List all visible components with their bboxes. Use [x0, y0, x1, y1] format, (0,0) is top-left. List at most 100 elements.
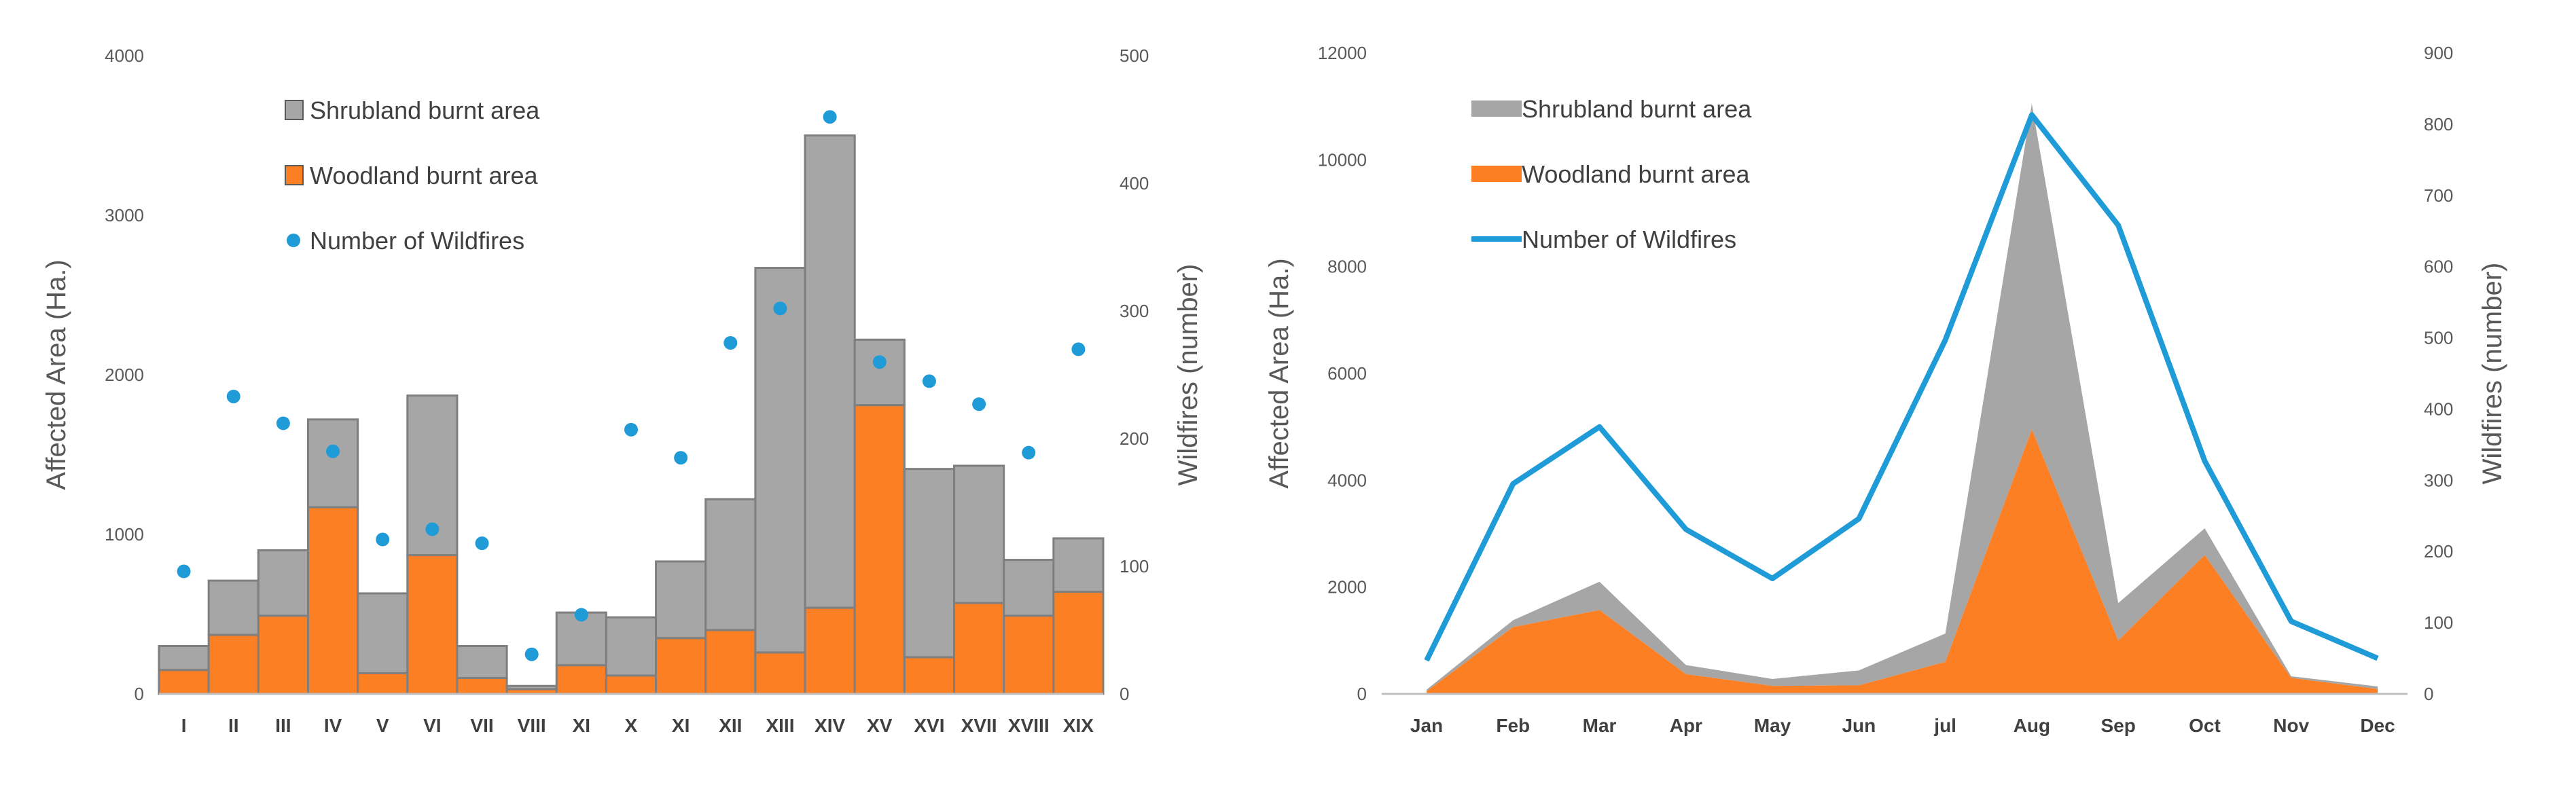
wildfire-point [425, 522, 440, 536]
wildfire-point [574, 608, 588, 622]
x-tick-label: V [376, 715, 389, 736]
legend-marker-area [1471, 166, 1522, 182]
x-tick-label: Apr [1670, 715, 1702, 736]
bar-woodland [804, 606, 856, 695]
bar-shrubland [505, 684, 558, 691]
wildfire-point [524, 647, 539, 661]
y2-tick-label: 600 [2424, 257, 2453, 277]
bar-shrubland [207, 579, 260, 636]
x-tick-label: I [181, 715, 187, 736]
y-tick-label: 8000 [1327, 257, 1367, 277]
bar-woodland [357, 672, 409, 695]
y-tick-label: 0 [135, 684, 144, 704]
x-tick-label: VI [423, 715, 441, 736]
y-tick-label: 10000 [1318, 149, 1367, 170]
y2-tick-label: 200 [1120, 428, 1149, 449]
bar-woodland [853, 404, 906, 695]
x-tick-label: II [228, 715, 239, 736]
bar-woodland [754, 651, 806, 695]
y2-axis-title: Wildfires (number) [1173, 264, 1203, 486]
legend-label: Number of Wildfires [310, 227, 524, 255]
wildfire-point [922, 374, 936, 388]
x-tick-label: Jun [1842, 715, 1876, 736]
y-tick-label: 1000 [105, 524, 144, 545]
bar-shrubland [655, 560, 707, 640]
wildfire-point [872, 355, 887, 369]
y-tick-label: 2000 [105, 365, 144, 385]
y-tick-label: 6000 [1327, 363, 1367, 384]
wildfire-point [326, 444, 340, 458]
bar-shrubland [1003, 559, 1055, 617]
y2-tick-label: 0 [1120, 684, 1129, 704]
x-tick-label: XIII [766, 715, 794, 736]
chart-2-area: 0 2000 4000 6000 8000 10000 12000 0 100 200 300 400… [1264, 43, 2507, 736]
chart-1-bar: 0 1000 2000 3000 4000 0 100 200 300 400 500 Affecte… [41, 45, 1203, 736]
wildfire-point [674, 451, 688, 465]
y2-tick-label: 300 [2424, 470, 2453, 490]
wildfire-point [226, 389, 240, 403]
bar-woodland [704, 629, 757, 695]
y2-tick-label: 900 [2424, 43, 2453, 63]
x-tick-label: XV [867, 715, 893, 736]
bar-shrubland [853, 338, 906, 407]
legend-marker-point [287, 234, 300, 247]
x-tick-label: Feb [1496, 715, 1530, 736]
wildfire-line [1424, 112, 2379, 662]
y2-tick-label: 500 [2424, 328, 2453, 348]
y2-tick-label: 200 [2424, 541, 2453, 562]
x-tick-label: jul [1933, 715, 1956, 736]
legend-label: Woodland burnt area [1522, 160, 1751, 188]
bar-woodland [903, 656, 956, 695]
y-axis-title: Affected Area (Ha.) [1264, 258, 1294, 488]
x-tick-label: Nov [2273, 715, 2309, 736]
x-tick-label: III [275, 715, 291, 736]
y-axis-title: Affected Area (Ha.) [41, 259, 71, 490]
bar-shrubland [903, 468, 956, 659]
bar-woodland [953, 602, 1005, 695]
y2-axis-title: Wildfires (number) [2477, 263, 2507, 485]
bar-woodland [257, 614, 309, 695]
y2-tick-label: 100 [2424, 612, 2453, 633]
bar-shrubland [804, 134, 856, 609]
bar-shrubland [257, 549, 309, 617]
bar-woodland [456, 677, 508, 695]
x-tick-label: Dec [2360, 715, 2395, 736]
bar-shrubland [357, 592, 409, 674]
x-tick-label: XI [573, 715, 590, 736]
x-tick-label: XVI [914, 715, 944, 736]
y2-tick-label: 400 [2424, 399, 2453, 419]
y2-tick-label: 400 [1120, 173, 1149, 194]
wildfire-point [1071, 342, 1086, 356]
x-tick-label: XIX [1063, 715, 1094, 736]
wildfire-point [823, 110, 837, 124]
bar-shrubland [1052, 537, 1105, 593]
y-tick-label: 2000 [1327, 577, 1367, 597]
area-woodland [1427, 429, 2378, 694]
legend-marker-box [285, 165, 304, 185]
x-tick-label: May [1754, 715, 1791, 736]
bar-shrubland [306, 418, 359, 509]
bar-woodland [207, 633, 260, 695]
x-tick-label: Mar [1583, 715, 1617, 736]
x-tick-label: XVIII [1008, 715, 1050, 736]
bar-shrubland [605, 616, 658, 677]
bar-shrubland [754, 267, 806, 654]
legend-marker-box [285, 100, 304, 120]
y-tick-label: 0 [1357, 684, 1367, 704]
legend-label: Number of Wildfires [1522, 225, 1736, 253]
bar-woodland [406, 554, 459, 695]
x-tick-label: X [625, 715, 638, 736]
x-tick-label: XI [672, 715, 690, 736]
wildfire-point [723, 336, 738, 350]
bar-shrubland [704, 498, 757, 631]
legend-label: Woodland burnt area [310, 162, 539, 189]
wildfire-point [376, 532, 390, 547]
y-tick-label: 12000 [1318, 43, 1367, 63]
bar-woodland [555, 664, 607, 695]
bar-shrubland [158, 645, 210, 672]
y-tick-label: 4000 [1327, 470, 1367, 490]
x-tick-label: XVII [961, 715, 997, 736]
y-tick-label: 3000 [105, 205, 144, 225]
legend-label: Shrubland burnt area [1522, 95, 1752, 123]
